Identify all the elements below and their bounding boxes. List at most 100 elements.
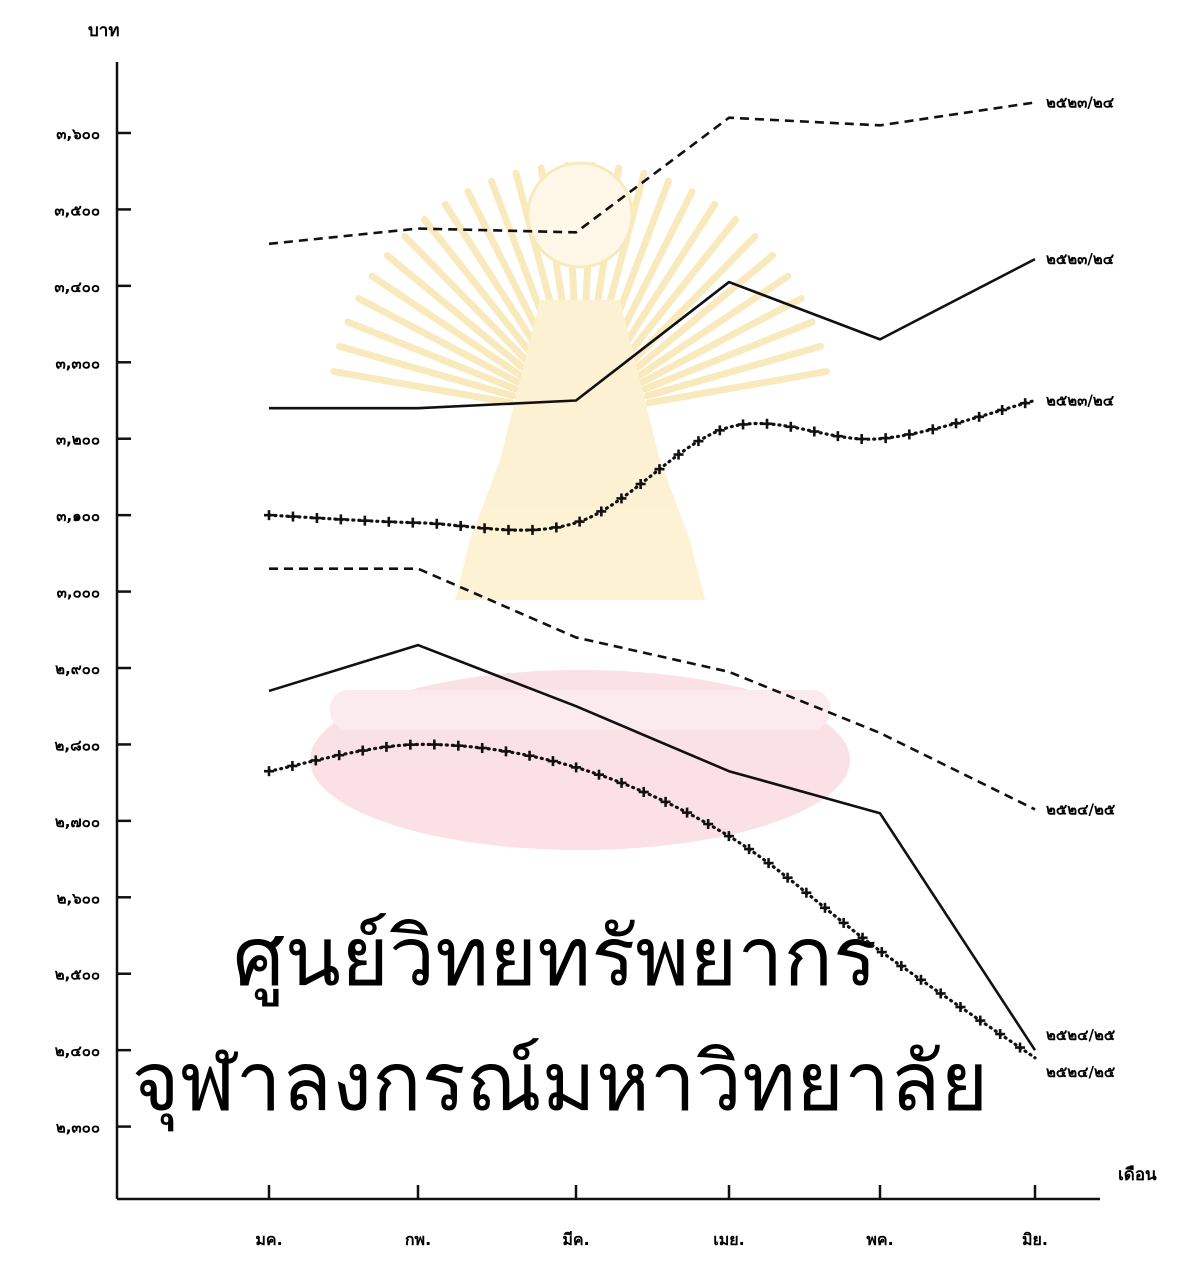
plus-marker bbox=[654, 464, 665, 475]
plus-marker bbox=[904, 429, 915, 440]
plus-marker bbox=[785, 421, 796, 432]
university-emblem-watermark bbox=[310, 161, 850, 850]
x-tick-label: เมย. bbox=[713, 1230, 744, 1249]
emblem-ray bbox=[330, 368, 515, 407]
plus-marker bbox=[334, 750, 345, 761]
y-tick-label: ๒,๕๐๐ bbox=[55, 966, 100, 984]
watermark-line-1: ศูนย์วิทยทรัพยากร bbox=[233, 912, 877, 1006]
series-label: ๒๕๒๓/๒๔ bbox=[1046, 93, 1115, 111]
x-tick-label: พค. bbox=[866, 1230, 893, 1249]
emblem-ray bbox=[638, 294, 805, 386]
y-tick-label: ๓,๖๐๐ bbox=[56, 125, 100, 143]
plus-marker bbox=[571, 762, 582, 773]
plus-marker bbox=[832, 431, 843, 442]
plus-marker bbox=[616, 493, 627, 504]
watermark-text: ศูนย์วิทยทรัพยากร จุฬาลงกรณ์มหาวิทยาลัย bbox=[132, 912, 989, 1132]
series-label: ๒๕๒๓/๒๔ bbox=[1046, 392, 1115, 410]
emblem-ray bbox=[420, 215, 540, 364]
plus-marker bbox=[407, 517, 418, 528]
emblem-ray bbox=[383, 252, 530, 374]
plus-marker bbox=[264, 766, 274, 777]
plus-marker bbox=[357, 745, 368, 756]
y-tick-label: ๒,๖๐๐ bbox=[57, 889, 100, 907]
x-axis-label: เดือน bbox=[1118, 1164, 1157, 1185]
plus-marker bbox=[574, 516, 585, 527]
plus-marker bbox=[915, 974, 926, 985]
series-label: ๒๕๒๔/๒๕ bbox=[1046, 1026, 1116, 1044]
plus-marker bbox=[527, 524, 538, 535]
plus-marker bbox=[761, 418, 772, 429]
series-label: ๒๕๒๔/๒๕ bbox=[1046, 800, 1116, 818]
series-labels: ๒๕๒๓/๒๔๒๕๒๓/๒๔๒๕๒๓/๒๔๒๕๒๔/๒๕๒๕๒๔/๒๕๒๕๒๔/… bbox=[1046, 93, 1116, 1080]
y-tick-label: ๒,๘๐๐ bbox=[55, 736, 100, 754]
plus-marker bbox=[927, 424, 938, 435]
y-tick-label: ๒,๓๐๐ bbox=[56, 1119, 100, 1137]
plus-marker bbox=[429, 739, 440, 750]
plus-marker bbox=[310, 755, 321, 766]
plus-marker bbox=[951, 418, 962, 429]
y-tick-label: ๓,๕๐๐ bbox=[54, 201, 100, 219]
series-line-dashed bbox=[268, 101, 1036, 246]
x-tick-label: มิย. bbox=[1022, 1230, 1048, 1249]
plus-marker bbox=[693, 436, 704, 447]
y-tick-label: ๓,๓๐๐ bbox=[55, 354, 100, 372]
plus-marker bbox=[503, 524, 514, 535]
plus-marker bbox=[955, 1002, 966, 1013]
plus-marker bbox=[838, 917, 849, 928]
x-ticks: มค. กพ. มีค. เมย. พค. มิย. bbox=[255, 1185, 1048, 1249]
emblem-ray bbox=[614, 200, 719, 360]
plus-marker bbox=[547, 756, 558, 767]
emblem-ray bbox=[401, 233, 535, 369]
plus-marker bbox=[896, 961, 907, 972]
y-tick-label: ๓,๒๐๐ bbox=[56, 431, 100, 449]
plus-marker bbox=[995, 1029, 1006, 1040]
x-tick-label: กพ. bbox=[405, 1230, 431, 1249]
plus-marker bbox=[500, 746, 511, 757]
plus-marker bbox=[1014, 1042, 1025, 1053]
plus-marker bbox=[809, 426, 820, 437]
emblem-ray bbox=[620, 215, 740, 364]
plus-marker bbox=[974, 411, 985, 422]
emblem-ray bbox=[641, 318, 816, 393]
y-tick-label: ๒,๙๐๐ bbox=[55, 660, 100, 678]
plus-marker bbox=[714, 425, 725, 436]
series-line-solid bbox=[269, 257, 1036, 410]
plus-marker bbox=[638, 786, 649, 797]
plus-marker bbox=[801, 887, 812, 898]
plus-marker bbox=[593, 769, 604, 780]
plus-marker bbox=[359, 515, 370, 526]
plus-marker bbox=[635, 479, 646, 490]
plus-marker bbox=[383, 516, 394, 527]
emblem-ray bbox=[630, 252, 777, 374]
plus-marker bbox=[405, 739, 416, 750]
x-tick-label: มีค. bbox=[562, 1230, 589, 1249]
series-label: ๒๕๒๓/๒๔ bbox=[1046, 250, 1115, 268]
plus-marker bbox=[857, 932, 868, 943]
emblem-ray bbox=[344, 318, 519, 393]
plus-marker bbox=[616, 777, 627, 788]
plus-marker bbox=[479, 523, 490, 534]
plus-marker bbox=[524, 750, 535, 761]
y-tick-label: ๒,๗๐๐ bbox=[55, 813, 100, 831]
y-axis-label: บาท bbox=[88, 21, 120, 41]
plus-marker bbox=[997, 405, 1008, 416]
plus-marker bbox=[673, 449, 684, 460]
series-line-dashed bbox=[269, 567, 1036, 811]
series-line-solid bbox=[268, 643, 1037, 1051]
plus-marker bbox=[975, 1015, 986, 1026]
plus-marker bbox=[703, 819, 714, 830]
y-tick-label: ๓,๑๐๐ bbox=[56, 507, 100, 525]
plus-marker bbox=[856, 433, 867, 444]
emblem-ray bbox=[368, 272, 526, 380]
y-tick-label: ๓,๐๐๐ bbox=[57, 584, 100, 602]
emblem-ray bbox=[336, 342, 517, 400]
y-tick-label: ๓,๔๐๐ bbox=[54, 278, 100, 296]
watermark-line-2: จุฬาลงกรณ์มหาวิทยาลัย bbox=[132, 1037, 989, 1132]
plus-marker bbox=[744, 844, 755, 855]
emblem-ray bbox=[634, 272, 792, 380]
plus-marker bbox=[311, 512, 322, 523]
plus-marker bbox=[381, 741, 392, 752]
emblem-ray bbox=[355, 294, 522, 386]
